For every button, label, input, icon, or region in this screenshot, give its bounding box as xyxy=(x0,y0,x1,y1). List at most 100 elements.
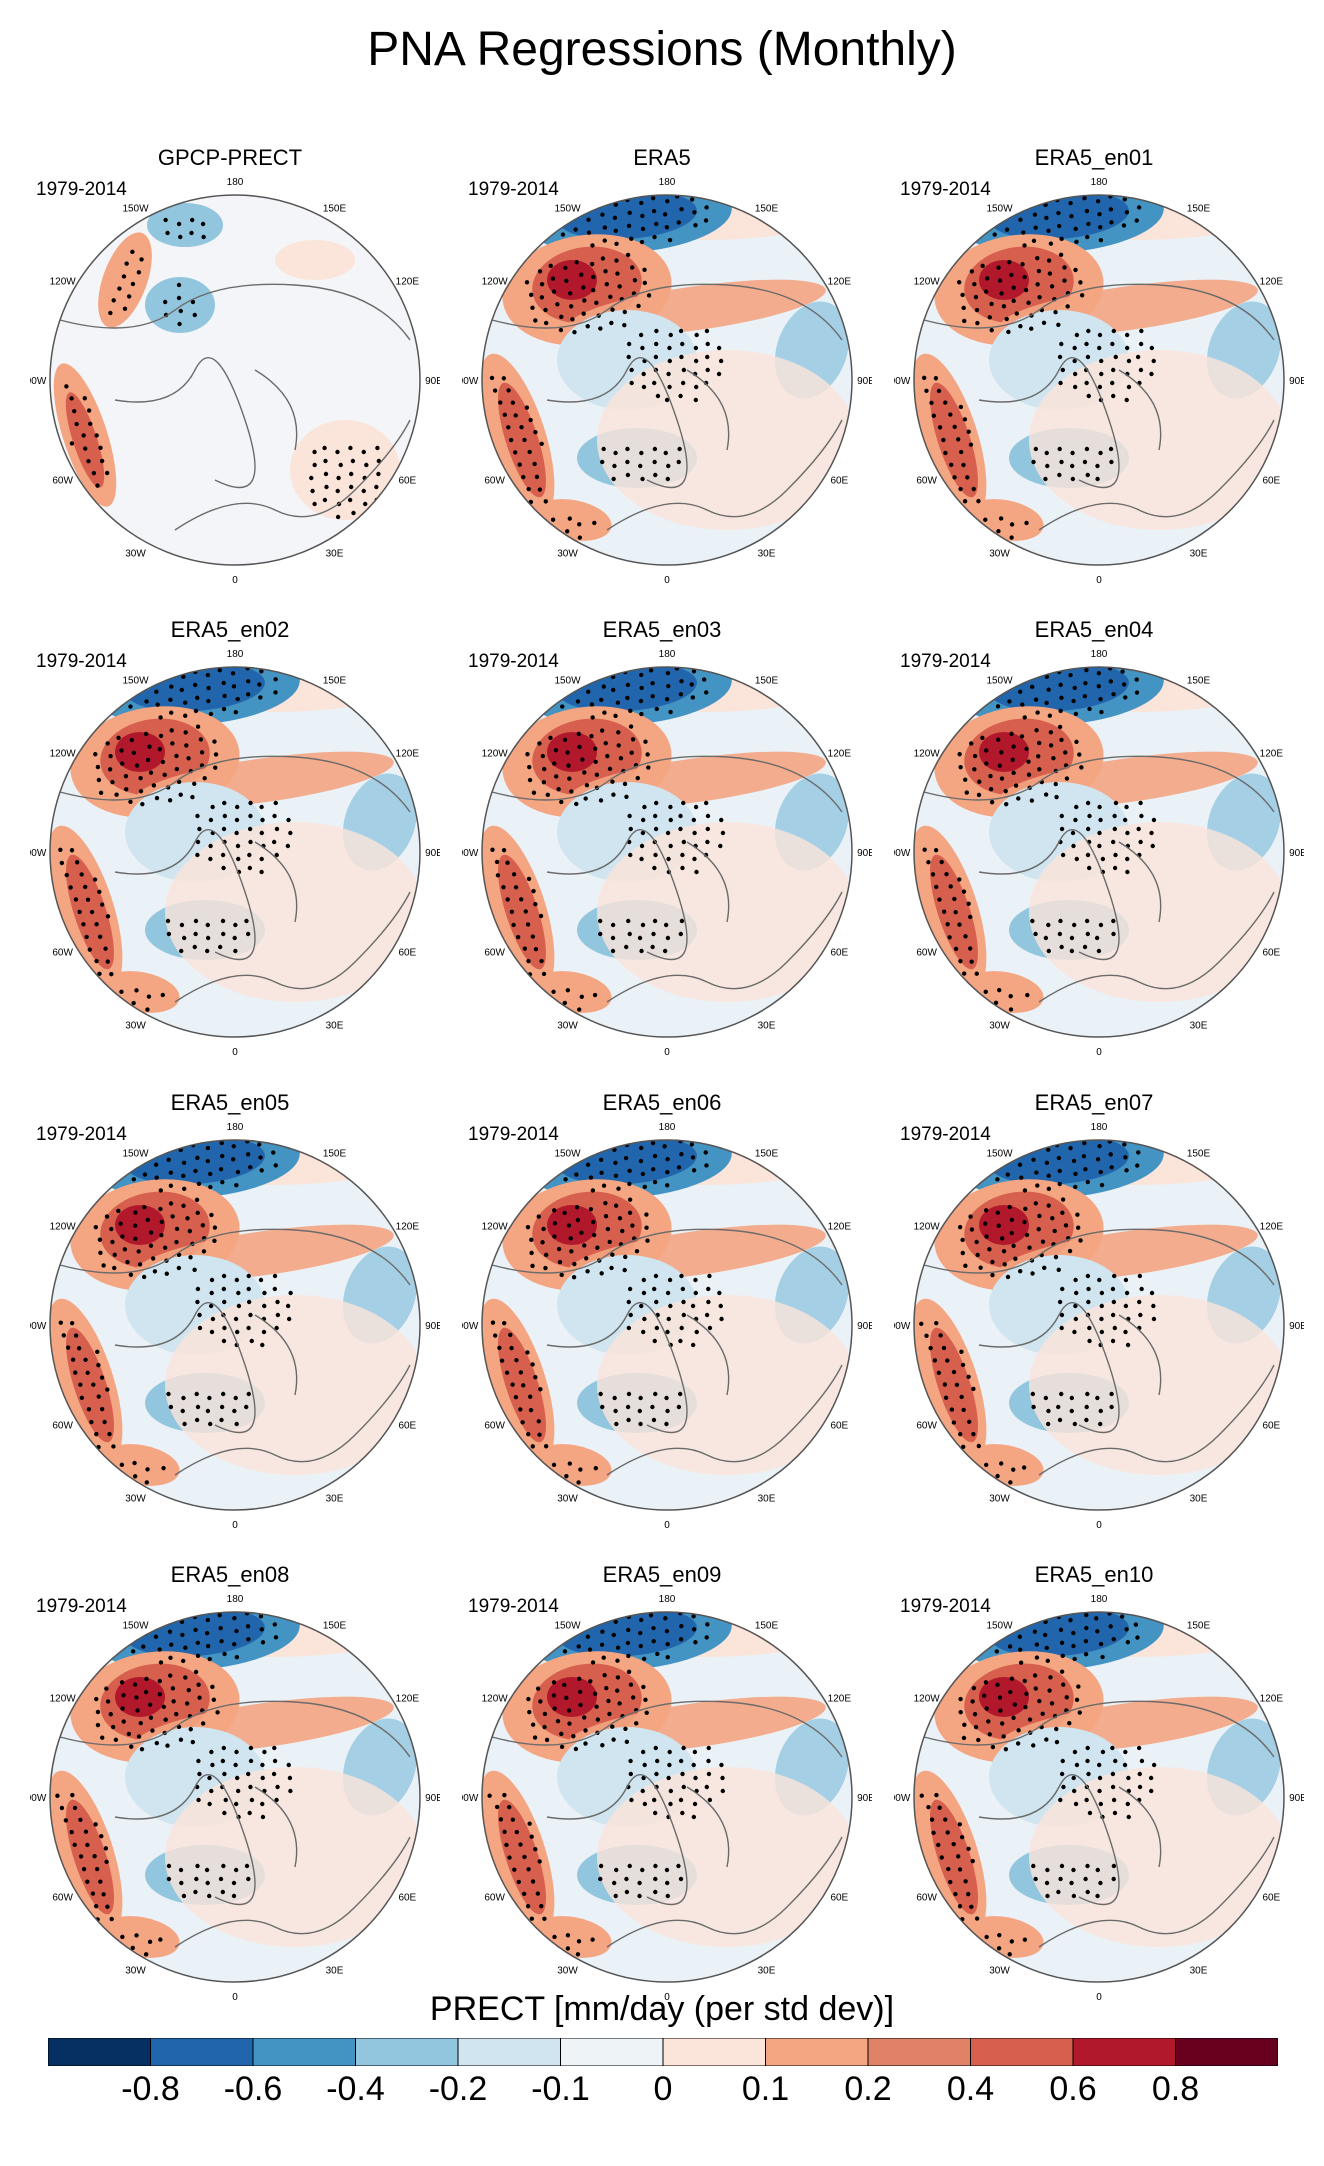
stipple-dot xyxy=(1057,472,1062,478)
map-panel: ERA5_en03180150E120E90E60E30E030W60W90W1… xyxy=(462,617,872,1087)
stipple-dot xyxy=(1073,817,1078,823)
stipple-dot xyxy=(141,1644,146,1649)
stipple-dot xyxy=(1014,311,1019,316)
stipple-dot xyxy=(1007,1952,1012,1957)
stipple-dot xyxy=(245,931,251,937)
stipple-dot xyxy=(552,761,557,766)
stipple-dot xyxy=(663,922,669,928)
stipple-dot xyxy=(996,265,1001,270)
stipple-dot xyxy=(680,1810,685,1816)
stipple-dot xyxy=(128,704,133,709)
stipple-dot xyxy=(136,1734,142,1739)
stipple-dot xyxy=(161,1704,166,1709)
stipple-dot xyxy=(630,1695,636,1700)
stipple-dot xyxy=(560,232,566,237)
stipple-dot xyxy=(1123,1277,1129,1283)
stipple-dot xyxy=(969,269,975,274)
stipple-dot xyxy=(639,711,644,717)
stipple-dot xyxy=(323,471,329,477)
stipple-dot xyxy=(524,280,530,285)
stipple-dot xyxy=(993,1000,999,1005)
stipple-dot xyxy=(336,475,341,481)
colorbar-tick-label: -0.8 xyxy=(121,2070,180,2108)
stipple-dot xyxy=(1069,948,1075,954)
stipple-dot xyxy=(650,195,656,201)
stipple-dot xyxy=(1149,1788,1154,1794)
stipple-dot xyxy=(153,1634,159,1639)
stipple-dot xyxy=(653,1863,658,1869)
stipple-dot xyxy=(312,449,317,455)
stipple-dot xyxy=(1009,522,1015,527)
stipple-dot xyxy=(590,243,595,248)
stipple-dot xyxy=(1003,788,1008,794)
stipple-dot xyxy=(1084,208,1090,214)
longitude-label: 180 xyxy=(1091,1122,1108,1133)
stipple-dot xyxy=(638,1395,643,1401)
stipple-dot xyxy=(497,1345,502,1351)
stipple-dot xyxy=(91,470,97,476)
stipple-dot xyxy=(628,1312,633,1318)
stipple-dot xyxy=(629,1797,634,1803)
stipple-dot xyxy=(55,1793,60,1798)
stipple-dot xyxy=(1010,757,1015,763)
stipple-dot xyxy=(639,948,644,954)
stipple-dot xyxy=(85,1879,90,1884)
stipple-dot xyxy=(218,1876,224,1882)
stipple-dot xyxy=(1112,865,1118,871)
panel-title: ERA5_en02 xyxy=(170,617,290,642)
stipple-dot xyxy=(1057,1417,1063,1423)
stipple-dot xyxy=(677,1391,683,1397)
stipple-dot xyxy=(1085,800,1091,806)
stipple-dot xyxy=(234,1421,239,1427)
stipple-dot xyxy=(610,922,616,928)
stipple-dot xyxy=(158,1937,163,1942)
stipple-dot xyxy=(123,773,129,779)
stipple-dot xyxy=(665,198,670,204)
stipple-dot xyxy=(551,289,557,294)
stipple-dot xyxy=(223,1797,228,1803)
stipple-dot xyxy=(1125,1342,1131,1348)
stipple-dot xyxy=(200,1223,206,1228)
stipple-dot xyxy=(205,948,210,954)
longitude-label: 120E xyxy=(1260,277,1284,288)
stipple-dot xyxy=(1054,1739,1060,1745)
stipple-dot xyxy=(590,1188,596,1193)
stipple-dot xyxy=(969,1227,975,1232)
stipple-dot xyxy=(1111,918,1116,924)
stipple-dot xyxy=(1044,1160,1050,1166)
stipple-dot xyxy=(587,1621,592,1626)
stipple-dot xyxy=(603,741,608,746)
stipple-dot xyxy=(692,210,697,215)
stipple-dot xyxy=(162,1245,168,1250)
stipple-dot xyxy=(607,766,613,772)
stipple-dot xyxy=(1138,800,1143,806)
colorbar-title: PRECT [mm/day (per std dev)] xyxy=(429,1990,895,2028)
stipple-dot xyxy=(82,396,87,401)
stipple-dot xyxy=(174,753,179,759)
stipple-dot xyxy=(221,826,227,832)
polar-map: 180150E120E90E60E30E030W60W90W120W150W xyxy=(30,649,440,1058)
stipple-dot xyxy=(1075,1225,1081,1230)
stipple-dot xyxy=(64,384,69,389)
stipple-dot xyxy=(552,1234,557,1239)
stipple-dot xyxy=(1112,826,1118,832)
map-panel: ERA5_en02 180150E120E90E60E30E030W60W90W1… xyxy=(30,617,440,1087)
stipple-dot xyxy=(599,697,604,703)
stipple-dot xyxy=(116,1208,121,1214)
stipple-dot xyxy=(1013,1256,1018,1261)
stipple-dot xyxy=(652,813,658,819)
stipple-dot xyxy=(78,1854,84,1859)
significance-stipple xyxy=(120,1933,163,1957)
stipple-dot xyxy=(653,472,658,478)
stipple-dot xyxy=(273,677,278,682)
stipple-dot xyxy=(977,779,982,784)
stipple-dot xyxy=(94,433,99,438)
stipple-dot xyxy=(1036,754,1041,759)
stipple-dot xyxy=(196,1682,201,1687)
stipple-dot xyxy=(967,1419,972,1425)
stipple-dot xyxy=(704,1163,709,1168)
stipple-dot xyxy=(1017,1162,1023,1167)
stipple-dot xyxy=(937,897,942,902)
stipple-dot xyxy=(998,516,1004,521)
stipple-dot xyxy=(145,1467,150,1472)
